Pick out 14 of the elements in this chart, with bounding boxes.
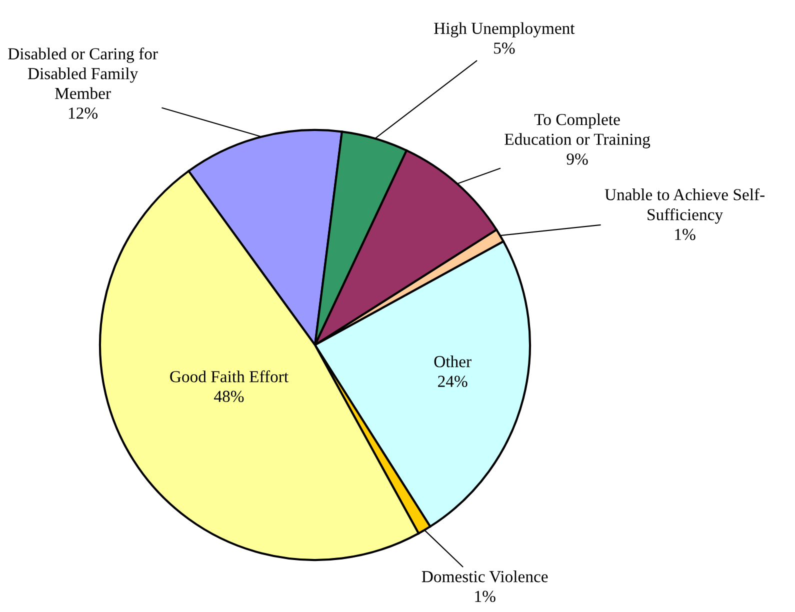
data-label: 9% bbox=[566, 153, 588, 165]
data-label: 24% bbox=[438, 376, 468, 388]
slice-label: High Unemployment bbox=[434, 22, 575, 38]
slice-label: Domestic Violence bbox=[422, 570, 548, 582]
data-label: 48% bbox=[214, 390, 244, 402]
slice-label: To Complete Education or Training bbox=[504, 113, 650, 148]
data-label: 1% bbox=[475, 590, 496, 602]
slice-label: Disabled or Caring for Disabled Family Member bbox=[8, 48, 158, 100]
data-label: 12% bbox=[68, 108, 98, 119]
data-label: 1% bbox=[675, 228, 696, 240]
data-label: 5% bbox=[494, 42, 515, 54]
slice-label: Unable to Achieve Self- Sufficiency bbox=[604, 188, 764, 224]
slice-label: Good Faith Effort bbox=[170, 370, 288, 382]
slice-label: Other bbox=[434, 356, 472, 368]
